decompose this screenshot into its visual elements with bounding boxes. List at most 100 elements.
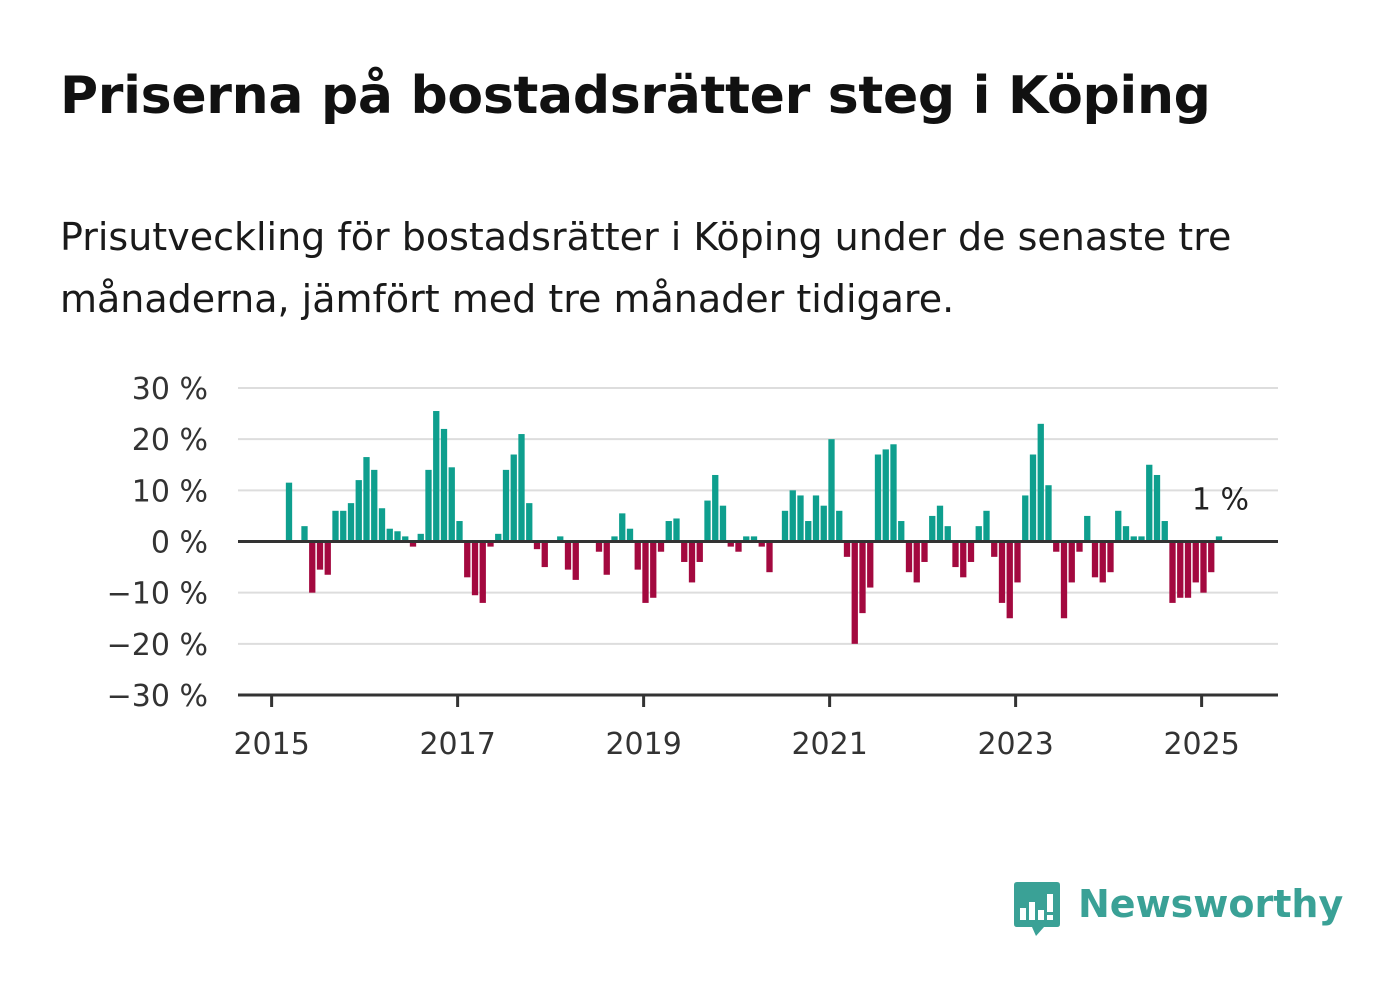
bar xyxy=(1006,541,1013,619)
bar xyxy=(1215,536,1223,542)
bar xyxy=(789,490,796,542)
bar xyxy=(975,526,982,542)
bar xyxy=(634,541,641,570)
bar xyxy=(533,541,541,550)
bar xyxy=(433,411,440,542)
bar xyxy=(1091,541,1099,578)
bar xyxy=(425,469,432,542)
bar xyxy=(1200,541,1207,593)
bar xyxy=(843,541,851,557)
bar xyxy=(402,536,409,542)
bar xyxy=(704,500,711,542)
bar xyxy=(1084,515,1091,542)
last-value-label: 1 % xyxy=(1192,482,1249,517)
bar xyxy=(1029,454,1037,542)
bar xyxy=(1169,541,1176,603)
bar xyxy=(936,505,944,542)
bar xyxy=(991,541,998,557)
bar xyxy=(1099,541,1106,583)
bar xyxy=(456,521,463,542)
bar xyxy=(750,536,758,542)
bar xyxy=(409,541,417,547)
bar xyxy=(285,482,293,542)
y-tick-label: 30 % xyxy=(132,372,208,407)
bar xyxy=(913,541,920,583)
bar xyxy=(518,434,525,542)
x-tick-label: 2017 xyxy=(419,727,495,762)
bar xyxy=(890,444,897,542)
bar xyxy=(983,510,990,542)
bar xyxy=(1014,541,1021,583)
y-tick-label: −20 % xyxy=(107,628,208,663)
bar xyxy=(1177,541,1184,598)
x-tick-label: 2019 xyxy=(605,727,681,762)
bar xyxy=(673,518,680,542)
bars xyxy=(285,411,1223,644)
bar xyxy=(998,541,1006,603)
bar xyxy=(471,541,479,596)
bar xyxy=(1115,510,1122,542)
x-tick-label: 2025 xyxy=(1163,727,1239,762)
bar xyxy=(440,428,448,542)
bar xyxy=(332,510,339,542)
bar xyxy=(340,510,347,542)
bar xyxy=(1053,541,1060,552)
bar xyxy=(898,521,905,542)
bar xyxy=(487,541,494,547)
bar xyxy=(464,541,471,578)
bar xyxy=(735,541,742,552)
bar xyxy=(867,541,874,588)
bar xyxy=(448,467,455,542)
bar xyxy=(347,503,355,542)
bar xyxy=(1208,541,1215,573)
x-tick-label: 2023 xyxy=(977,727,1053,762)
bar xyxy=(905,541,913,573)
bar xyxy=(417,533,424,542)
x-tick-label: 2021 xyxy=(791,727,867,762)
bar xyxy=(363,457,370,542)
bar xyxy=(1153,474,1161,542)
bar xyxy=(882,449,889,542)
bar xyxy=(603,541,610,575)
x-tick-label: 2015 xyxy=(233,727,309,762)
bar xyxy=(696,541,703,562)
bar xyxy=(324,541,331,575)
bar xyxy=(626,528,634,542)
bar xyxy=(929,515,936,542)
bar xyxy=(820,505,827,542)
bar xyxy=(766,541,773,573)
bar xyxy=(681,541,688,562)
bar xyxy=(371,469,378,542)
bar xyxy=(309,541,316,593)
bar xyxy=(1146,464,1153,542)
bar xyxy=(510,454,517,542)
bar xyxy=(836,510,843,542)
bar xyxy=(619,513,626,542)
bar xyxy=(1122,526,1130,542)
chart-title: Priserna på bostadsrätter steg i Köping xyxy=(60,66,1211,126)
bar xyxy=(394,531,401,542)
y-tick-label: −30 % xyxy=(107,679,208,714)
brand-name: Newsworthy xyxy=(1078,882,1344,926)
bar xyxy=(1184,541,1192,598)
y-tick-label: 20 % xyxy=(132,423,208,458)
bar xyxy=(386,528,393,542)
bar xyxy=(657,541,665,552)
bar xyxy=(526,503,533,542)
bar xyxy=(1161,521,1168,542)
bar xyxy=(355,480,362,542)
bar xyxy=(781,510,789,542)
x-axis-ticks: 2015 2017 2019 2021 2023 2025 xyxy=(233,695,1240,762)
bar xyxy=(960,541,967,578)
newsworthy-logo: Newsworthy xyxy=(1012,880,1343,940)
bar xyxy=(828,439,835,542)
bar xyxy=(1192,541,1199,583)
y-axis-ticks: 30 % 20 % 10 % 0 % −10 % −20 % −30 % xyxy=(107,372,208,714)
bar xyxy=(1045,485,1052,542)
bar xyxy=(378,508,386,542)
bar xyxy=(1068,541,1075,583)
bar xyxy=(572,541,579,580)
bar xyxy=(650,541,657,598)
y-tick-label: 10 % xyxy=(132,474,208,509)
